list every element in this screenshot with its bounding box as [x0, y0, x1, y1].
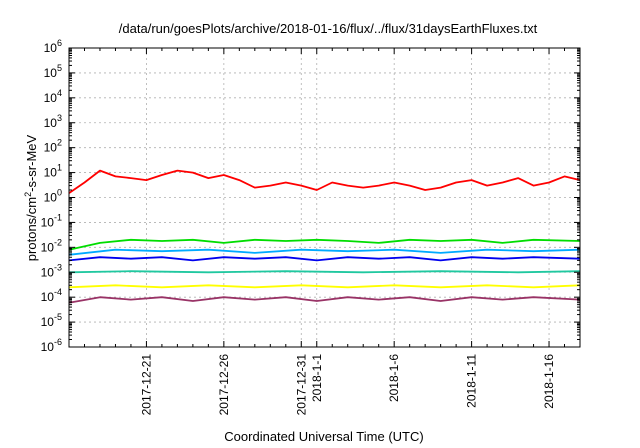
y-axis-label: protons/cm2-s-sr-MeV [23, 134, 39, 261]
series-line [68, 238, 581, 251]
y-tick-label: 10-1 [41, 212, 62, 229]
y-tick-label: 100 [44, 188, 62, 205]
y-tick-label: 104 [44, 88, 62, 105]
x-axis-ticks: 2017-12-21 2017-12-26 2017-12-31 2018-1-1 20… [68, 48, 581, 416]
y-tick-label: 101 [44, 163, 62, 180]
y-tick-label: 10-2 [41, 237, 62, 254]
series-line [68, 169, 581, 194]
x-axis-label: Coordinated Universal Time (UTC) [224, 429, 423, 444]
x-tick-label: 2018-1-6 [387, 354, 401, 402]
y-tick-label: 105 [44, 63, 62, 80]
y-axis-label-rest: -s-sr-MeV [24, 134, 39, 191]
y-tick-label: 10-5 [41, 312, 62, 329]
series-line [68, 256, 581, 262]
y-tick-label: 10-3 [41, 262, 62, 279]
y-tick-label: 10-6 [41, 337, 62, 354]
y-tick-label: 103 [44, 113, 62, 130]
chart-title: /data/run/goesPlots/archive/2018-01-16/f… [119, 21, 538, 36]
x-tick-label: 2018-1-16 [542, 354, 556, 409]
y-axis-label-superscript: 2 [23, 192, 33, 197]
x-tick-label: 2018-1-11 [465, 354, 479, 408]
x-tick-label: 2017-12-31 [294, 354, 308, 416]
y-tick-label: 106 [44, 38, 62, 55]
series-line [68, 284, 581, 289]
series-line [68, 248, 581, 256]
x-tick-label: 2017-12-21 [139, 354, 153, 416]
series-group [68, 169, 581, 304]
series-line [68, 296, 581, 304]
plot-frame [68, 47, 581, 348]
y-tick-label: 10-4 [41, 287, 62, 304]
y-axis-label-base: protons/cm [24, 197, 39, 261]
series-line [68, 270, 581, 274]
y-tick-label: 102 [44, 138, 62, 155]
x-tick-label: 2017-12-26 [217, 354, 231, 416]
x-tick-label: 2018-1-1 [310, 354, 324, 402]
